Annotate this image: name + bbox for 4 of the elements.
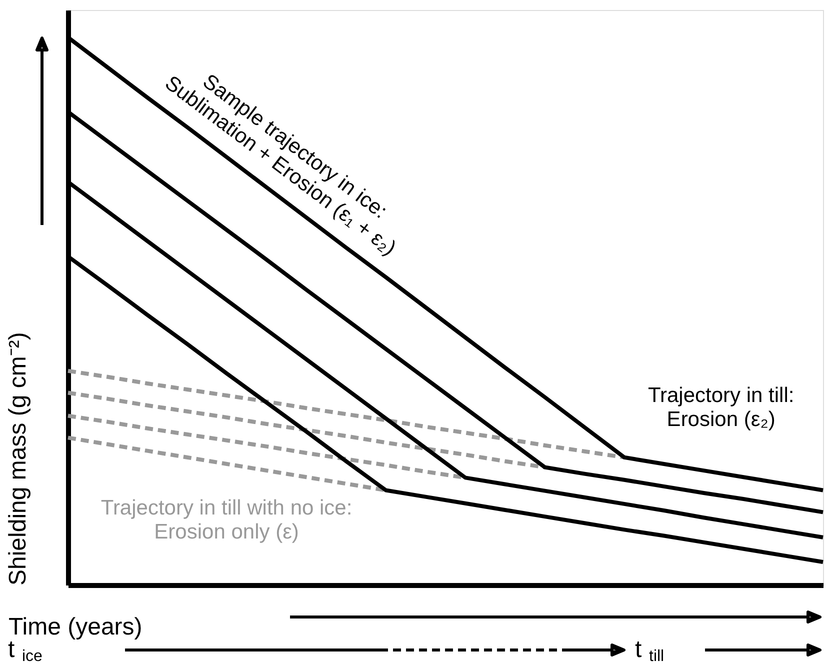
x-axis-title: Time (years): [8, 614, 142, 640]
annotation: Trajectory in till: Erosion (ε₂): [648, 384, 794, 432]
annotation: Trajectory in till with no ice: Erosion only (ε): [100, 496, 352, 544]
y-axis-title: Shielding mass (g cm⁻²): [4, 332, 32, 586]
